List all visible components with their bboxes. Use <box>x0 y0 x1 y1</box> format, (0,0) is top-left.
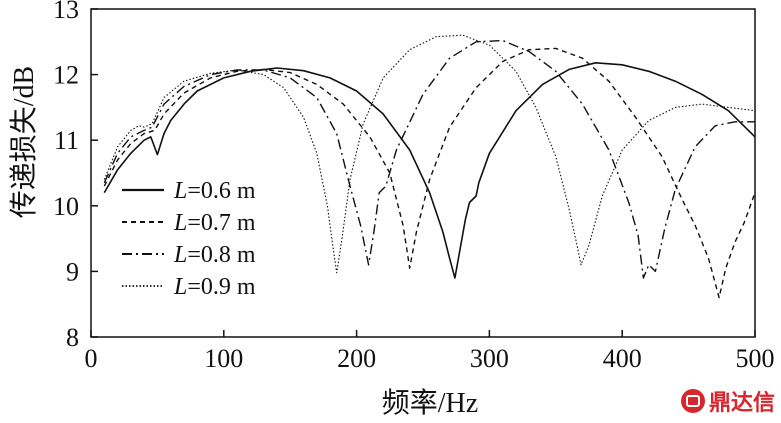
y-axis-label: 传递损失/dB <box>8 66 40 218</box>
watermark-text: 鼎达信 <box>708 391 775 416</box>
x-tick-label: 500 <box>736 344 775 373</box>
x-tick-label: 200 <box>337 344 376 373</box>
series-line-3 <box>103 39 755 279</box>
dingdaxin-logo-icon <box>680 389 705 413</box>
series-line-4 <box>103 34 756 274</box>
legend-label-4: L=0.9 m <box>173 274 256 300</box>
x-tick-label: 300 <box>470 344 509 373</box>
series-layer <box>103 34 756 299</box>
watermark: 鼎达信 <box>680 385 775 417</box>
x-axis-label: 频率/Hz <box>382 387 478 419</box>
series-line-1 <box>103 62 756 279</box>
plot-frame <box>90 8 756 338</box>
legend-label-1: L=0.6 m <box>173 178 256 204</box>
legend-label-2: L=0.7 m <box>173 210 256 236</box>
y-tick-label: 13 <box>53 0 79 24</box>
y-tick-label: 10 <box>53 192 79 221</box>
y-tick-label: 12 <box>53 61 79 90</box>
x-tick-label: 0 <box>85 344 98 373</box>
x-tick-label: 400 <box>603 344 642 373</box>
legend-label-3: L=0.8 m <box>173 242 256 268</box>
plot-border <box>90 8 756 338</box>
y-tick-label: 11 <box>54 126 79 155</box>
series-line-2 <box>103 47 756 299</box>
x-tick-label: 100 <box>204 344 243 373</box>
y-tick-label: 9 <box>66 257 79 286</box>
y-tick-label: 8 <box>66 323 79 352</box>
legend: L=0.6 m L=0.7 m L=0.8 m L=0.9 m <box>122 178 256 300</box>
x-axis-ticks: 0 100 200 300 400 500 <box>85 330 775 373</box>
y-axis-ticks: 8 9 10 11 12 13 <box>53 0 98 352</box>
